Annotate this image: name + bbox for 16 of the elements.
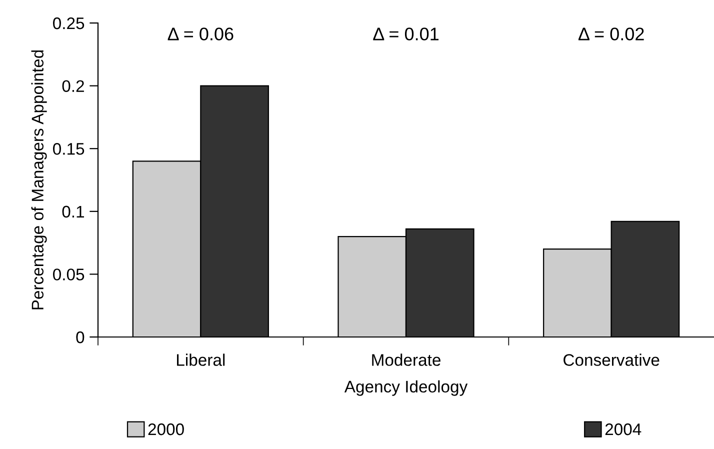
legend-label: 2004 xyxy=(605,423,642,436)
y-tick-label: 0.25 xyxy=(53,17,84,30)
annotation: Δ = 0.02 xyxy=(578,28,644,40)
x-tick-label: Liberal xyxy=(177,354,225,366)
y-tick-label: 0 xyxy=(76,331,84,344)
y-tick-label: 0.15 xyxy=(53,143,84,155)
annotation: Δ = 0.01 xyxy=(373,28,439,40)
y-tick-label: 0.05 xyxy=(53,268,84,280)
x-axis-title: Agency Ideology xyxy=(344,380,468,396)
legend-label: 2000 xyxy=(148,423,184,436)
y-tick-label: 0.1 xyxy=(62,206,84,218)
y-axis-title: Percentage of Managers Appointed xyxy=(31,50,47,310)
annotation: Δ = 0.06 xyxy=(168,28,234,40)
x-tick-label: Conservative xyxy=(564,354,660,366)
x-tick-label: Moderate xyxy=(372,354,440,366)
y-tick-label: 0.2 xyxy=(62,80,84,92)
